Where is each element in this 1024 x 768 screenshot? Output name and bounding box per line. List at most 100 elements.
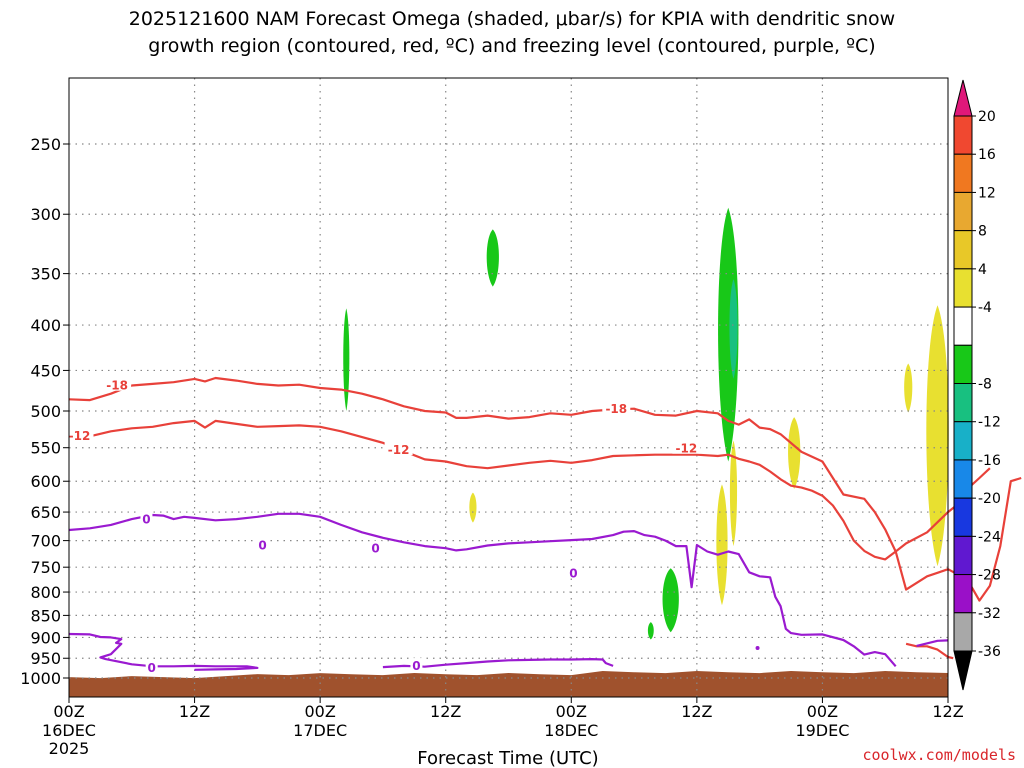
colorbar-tick-label-12: -32 [978,606,1001,622]
x-tick-date-0: 16DEC [42,721,96,740]
upward-motion-core-18dec-14z [729,279,738,379]
contour-label-bg-3 [602,400,631,414]
freezing-level-dot [755,645,760,650]
upward-motion-cell-18dec-09z-small [647,622,654,640]
x-tick-label-84: 12Z [932,702,963,721]
x-tick-date-72: 19DEC [795,721,849,740]
colorbar-top-arrow [953,79,973,117]
x-tick-label-72: 00Z [807,702,838,721]
colorbar-bin-3 [953,230,973,270]
plot-frame [68,77,949,698]
contour-label-1: -12 [69,429,91,443]
contour-label-bg-0 [103,377,132,391]
x-tick-date-48: 18DEC [544,721,598,740]
contour-label-6: 0 [258,538,266,552]
contour-label-7: 0 [371,542,379,556]
x-tick-label-0: 00Z [53,702,84,721]
contour-label-0: -18 [106,379,128,393]
chart-title-line-2: growth region (contoured, red, ºC) and f… [148,35,875,57]
y-tick-label-600: 600 [30,472,61,491]
colorbar-tick-label-1: 16 [978,147,996,163]
y-tick-label-500: 500 [30,402,61,421]
contour-label-bg-1 [65,427,94,441]
colorbar-bottom-arrow [953,650,973,691]
y-tick-label-550: 550 [30,439,61,458]
y-tick-label-400: 400 [30,316,61,335]
contour-label-bg-2 [384,442,413,456]
contour-label-bg-9 [410,658,423,672]
contour-label-2: -12 [388,443,410,457]
colorbar-tick-label-7: -12 [978,415,1001,431]
weak-sinking-cell-19dec-11z [926,305,949,567]
credit-link[interactable]: coolwx.com/models [862,746,1016,764]
contour-label-4: -12 [676,442,698,456]
weak-sinking-cell-19dec-06z [904,363,913,413]
colorbar-bin-4 [953,268,973,308]
y-tick-label-650: 650 [30,503,61,522]
colorbar-tick-label-6: -8 [978,377,992,393]
ground-surface [69,671,948,697]
contour-label-bg-10 [567,565,580,579]
colorbar-bin-9 [953,459,973,499]
colorbar-tick-label-13: -36 [978,644,1001,660]
freezing-level-upper-contour [68,512,897,668]
upward-motion-cell-18dec-09z [662,568,679,633]
y-tick-label-250: 250 [30,135,61,154]
y-tick-label-850: 850 [30,606,61,625]
x-axis-label: Forecast Time (UTC) [417,748,598,768]
contour-label-8: 0 [147,661,155,675]
colorbar-tick-label-4: 4 [978,262,987,278]
weak-sinking-cell-18dec-13z [716,484,728,606]
colorbar-tick-label-3: 8 [978,224,987,240]
contour-lines [68,376,1022,671]
x-tick-label-12: 12Z [179,702,210,721]
y-tick-label-1000: 1000 [20,669,61,688]
x-tick-label-48: 00Z [556,702,587,721]
y-axis-pressure-ticks: 250 300 350 400 450 500 550 600 650 700 750 800 850 9… [20,135,69,688]
colorbar-tick-label-10: -24 [978,529,1001,545]
y-tick-label-900: 900 [30,628,61,647]
contour-label-5: 0 [142,513,150,527]
contour-labels: -18 -12 -12 -18 -12 0 0 0 0 0 0 [65,377,701,675]
colorbar-bin-7 [953,383,973,423]
colorbar-bin-13 [953,612,973,652]
colorbar-bin-11 [953,535,973,576]
minus-12-contour [68,419,991,561]
colorbar-tick-label-0: 20 [978,109,996,125]
weak-sinking-cell-18dec-20z [788,417,801,489]
colorbar-tick-label-5: -4 [978,300,992,316]
y-tick-label-300: 300 [30,205,61,224]
contour-label-9: 0 [412,659,420,673]
y-tick-label-450: 450 [30,361,61,380]
y-tick-label-350: 350 [30,265,61,284]
colorbar-bin-2 [953,191,973,232]
ground-surface-layer [69,671,948,697]
x-tick-label-24: 00Z [304,702,335,721]
colorbar-bin-12 [953,574,973,614]
contour-label-bg-6 [256,537,269,551]
freezing-level-lower-contour [68,632,259,671]
contour-label-3: -18 [605,402,627,416]
y-tick-label-750: 750 [30,558,61,577]
x-tick-label-36: 12Z [430,702,461,721]
colorbar-bin-5 [953,306,973,346]
upward-motion-cell-17dec-00z [343,308,350,411]
contour-label-bg-5 [140,511,153,525]
grid-lines [69,78,948,697]
colorbar-bin-6 [953,344,973,384]
omega-shading-layer [343,207,949,640]
y-tick-label-950: 950 [30,649,61,668]
minus-12-east-fragment [905,642,954,660]
y-tick-label-700: 700 [30,532,61,551]
colorbar-bin-8 [953,421,973,461]
colorbar-tick-label-11: -28 [978,568,1001,584]
colorbar-tick-label-2: 12 [978,185,996,201]
colorbar-bin-0 [953,115,973,155]
contour-label-bg-8 [145,660,158,674]
weak-sinking-cell-17dec-12z [469,492,477,523]
minus-18-contour [68,376,1022,602]
upward-motion-cell-17dec-15z [486,229,499,287]
freezing-level-surface-contour [382,657,614,669]
